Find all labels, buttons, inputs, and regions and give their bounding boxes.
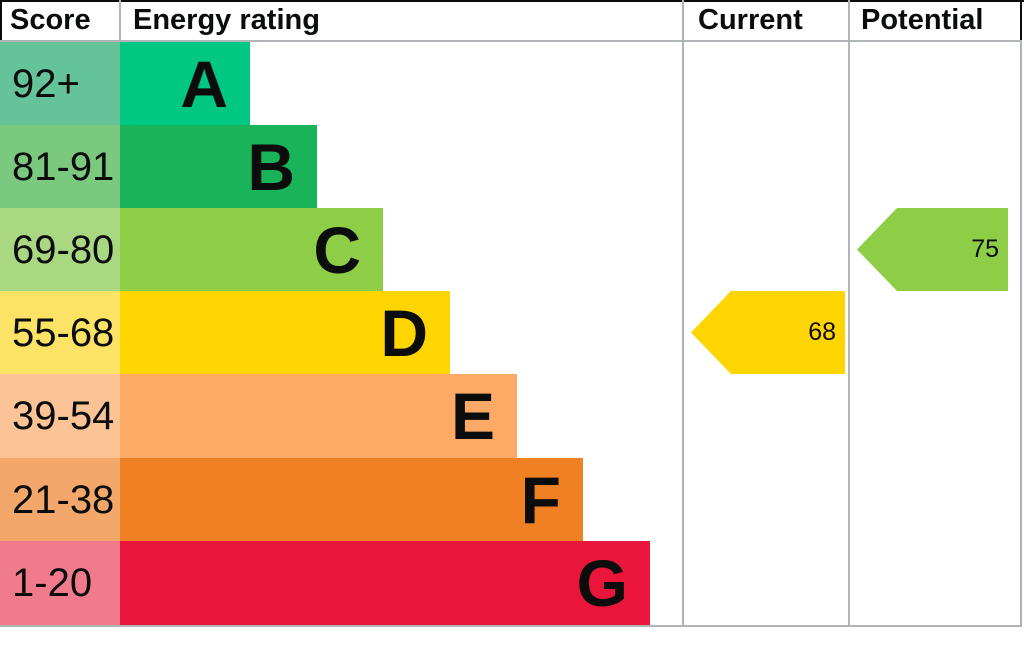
current-rating-arrow: 68 <box>691 291 845 374</box>
band-bar-e: E <box>120 374 517 458</box>
potential-rating-arrow: 75 <box>857 208 1008 291</box>
band-row-c: 69-80 C <box>0 208 683 291</box>
band-score-range: 92+ <box>0 42 120 125</box>
current-rating-value: 68 <box>808 318 836 346</box>
header-energy-rating: Energy rating <box>133 3 320 36</box>
band-row-f: 21-38 F <box>0 458 683 541</box>
band-bar-d: D <box>120 291 450 374</box>
band-row-d: 55-68 D <box>0 291 683 374</box>
band-score-range: 21-38 <box>0 458 120 541</box>
band-bar-a: A <box>120 42 250 125</box>
band-row-e: 39-54 E <box>0 374 683 458</box>
header-potential: Potential <box>861 3 984 36</box>
band-row-g: 1-20 G <box>0 541 683 625</box>
band-score-range: 81-91 <box>0 125 120 208</box>
divider-current-potential <box>848 0 850 625</box>
header-bottom-border <box>0 40 1022 42</box>
header-current: Current <box>698 3 803 36</box>
band-bar-g: G <box>120 541 650 625</box>
right-border <box>1020 40 1022 625</box>
potential-rating-value: 75 <box>971 235 999 263</box>
band-row-a: 92+ A <box>0 42 683 125</box>
header-left-border <box>0 0 2 40</box>
top-border <box>0 0 1024 2</box>
band-score-range: 1-20 <box>0 541 120 625</box>
header-right-border <box>1020 0 1022 40</box>
header-score: Score <box>10 3 91 36</box>
band-bar-f: F <box>120 458 583 541</box>
divider-score-energy <box>119 0 121 40</box>
band-bar-c: C <box>120 208 383 291</box>
bottom-border <box>0 625 1022 627</box>
divider-energy-current <box>682 0 684 625</box>
band-score-range: 69-80 <box>0 208 120 291</box>
band-row-b: 81-91 B <box>0 125 683 208</box>
band-bar-b: B <box>120 125 317 208</box>
band-score-range: 55-68 <box>0 291 120 374</box>
band-score-range: 39-54 <box>0 374 120 458</box>
